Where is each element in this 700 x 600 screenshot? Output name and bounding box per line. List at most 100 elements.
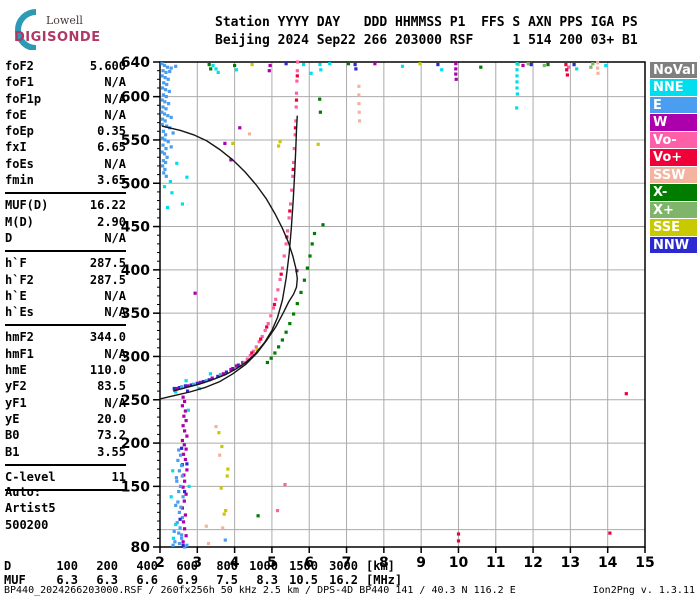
echo-point	[181, 485, 185, 489]
param-row-h-f: h`F 287.5	[5, 255, 126, 271]
param-label: h`F	[5, 256, 27, 271]
legend-item-xminus: X-	[650, 184, 697, 201]
echo-point	[521, 63, 525, 68]
echo-point	[608, 531, 612, 535]
echo-point	[357, 93, 361, 97]
echo-point	[174, 476, 178, 480]
confidence-code: 500200	[5, 517, 49, 532]
legend-item-xplus: X+	[650, 201, 697, 219]
echo-point	[165, 205, 170, 210]
echo-point	[161, 117, 165, 121]
echo-point	[184, 419, 188, 423]
echo-point	[373, 62, 377, 66]
echo-point	[299, 290, 303, 294]
echo-point	[265, 360, 269, 365]
legend-item-noval: NoVal	[650, 62, 697, 79]
param-row-foep: foEp 0.35	[5, 123, 126, 139]
echo-point	[278, 140, 282, 144]
row-label: MUF	[4, 573, 26, 587]
param-row-m-d: M(D) 2.90	[5, 214, 126, 230]
echo-point	[305, 266, 309, 270]
x-tick-label: 11	[486, 555, 505, 571]
y-tick-label: 200	[121, 436, 150, 452]
plot-frame	[159, 61, 646, 548]
echo-point	[291, 174, 295, 178]
echo-point	[294, 105, 298, 109]
echo-point	[214, 425, 218, 429]
echo-point	[293, 133, 297, 137]
param-value: 5.600	[89, 59, 126, 73]
echo-point	[283, 483, 287, 487]
echo-point	[177, 531, 181, 535]
echo-point	[180, 404, 184, 408]
echo-point	[207, 63, 211, 67]
param-separator	[5, 463, 126, 466]
muf-distance-table: D 100 200 400 600 800 1000 1500 3000 [km] MUF 6.3 6.…	[4, 559, 402, 587]
echo-point	[515, 62, 519, 66]
legend-item-sse: SSE	[650, 219, 697, 236]
echo-point	[180, 536, 184, 540]
echo-point	[174, 390, 178, 394]
echo-point	[284, 330, 288, 334]
echo-point	[183, 545, 187, 549]
y-tick-label: 150	[121, 479, 150, 495]
echo-point	[454, 62, 458, 66]
param-label: foEp	[5, 124, 34, 139]
echo-point	[162, 63, 167, 68]
row-value: 10.5	[289, 573, 318, 587]
echo-point	[177, 469, 181, 473]
echo-point	[171, 543, 175, 547]
x-tick-label: 6	[304, 555, 314, 571]
echo-point	[294, 91, 299, 95]
series-rfi-top-green	[207, 62, 550, 71]
header-line2: Beijing 2024 Sep22 266 203000 RSF 1 514 …	[215, 33, 638, 48]
distance-row: D 100 200 400 600 800 1000 1500 3000 [km]	[4, 559, 402, 573]
param-label: foF1p	[5, 91, 42, 106]
echo-point	[280, 266, 284, 270]
param-value: 20.0	[97, 411, 126, 426]
echo-point	[183, 429, 187, 433]
series-rfi-top-nne	[211, 62, 608, 110]
echo-point	[566, 65, 571, 69]
echo-point	[572, 63, 576, 67]
legend-item-nnw: NNW	[650, 236, 697, 254]
row-value: 3000	[329, 559, 358, 573]
param-label: hmF1	[5, 346, 34, 361]
echo-point	[292, 160, 296, 165]
param-row-foes: foEs N/A	[5, 156, 126, 172]
x-tick-label: 12	[523, 555, 542, 571]
echo-point	[223, 141, 227, 145]
legend-item-ssw: SSW	[650, 166, 697, 184]
echo-point	[172, 386, 176, 391]
param-row-hmf2: hmF2 344.0	[5, 329, 126, 345]
echo-point	[346, 62, 350, 66]
param-label: fxI	[5, 140, 27, 155]
series-es-column-nne	[169, 408, 191, 540]
echo-point	[254, 345, 258, 349]
echo-point	[161, 136, 165, 140]
echo-point	[565, 68, 569, 72]
param-value: 2.90	[97, 214, 126, 229]
echo-point	[184, 534, 188, 538]
echo-point	[175, 479, 179, 483]
param-label: yE	[5, 411, 20, 426]
echo-point	[163, 76, 167, 80]
echo-point	[357, 102, 361, 106]
echo-point	[181, 543, 185, 547]
echo-point	[229, 158, 233, 162]
echo-point	[250, 351, 254, 355]
echo-point	[210, 376, 214, 380]
param-value: 3.65	[97, 173, 126, 188]
echo-point	[174, 503, 178, 507]
echo-point	[273, 351, 277, 355]
x-tick-label: 14	[598, 555, 618, 571]
x-tick-label: 13	[561, 555, 580, 571]
station-header: Station YYYY DAY DDD HHMMSS P1 FFS S AXN…	[215, 14, 638, 50]
echo-point	[272, 302, 277, 307]
echo-point	[316, 142, 320, 146]
echo-point	[167, 102, 171, 106]
param-value: 110.0	[89, 363, 126, 378]
echo-point	[280, 338, 284, 342]
echo-point	[546, 63, 550, 67]
echo-point	[169, 145, 173, 149]
